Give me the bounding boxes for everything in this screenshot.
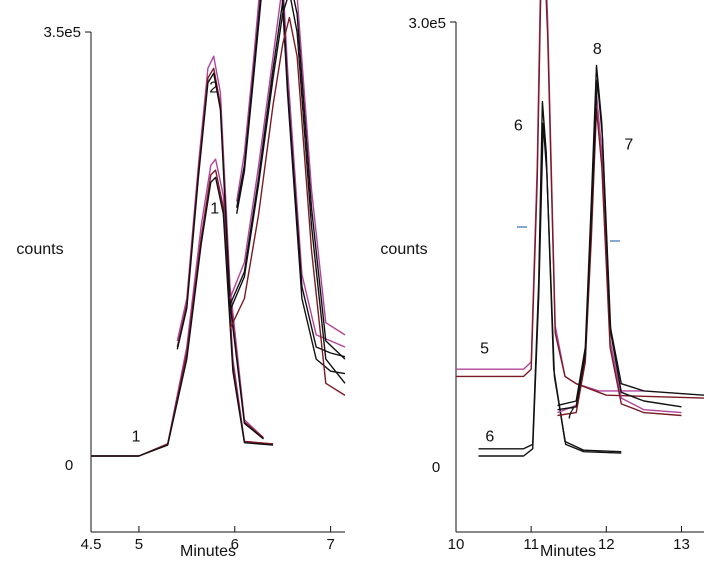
peak-label: 5 — [480, 340, 489, 357]
trace-line — [91, 158, 274, 457]
left-x-tick-label: 7 — [326, 536, 334, 553]
trace-line — [229, 0, 346, 336]
right-x-axis-label: Minutes — [540, 543, 596, 560]
trace-line — [456, 0, 644, 392]
left-x-axis-label: Minutes — [180, 543, 236, 560]
right-x-tick-label: 12 — [598, 536, 615, 553]
left-peak-labels: 11234 — [132, 80, 220, 446]
right-x-tick-label: 11 — [523, 536, 539, 553]
left-x-tick-label: 5 — [135, 536, 143, 553]
peak-label: 6 — [514, 118, 523, 135]
peak-label: 2 — [209, 80, 218, 97]
left-x-tick-label: 6 — [231, 536, 239, 553]
right-y-top-label: 3.0e5 — [408, 15, 446, 32]
right-x-tick-label: 13 — [673, 536, 690, 553]
trace-line — [478, 100, 622, 453]
right-x-ticks: 10 11 12 13 — [448, 526, 690, 553]
trace-line — [236, 0, 346, 375]
trace-line — [176, 72, 264, 440]
right-y-axis-label: counts — [380, 241, 427, 258]
peak-label: 1 — [210, 201, 219, 218]
left-y-zero-label: 0 — [65, 457, 73, 474]
trace-line — [229, 16, 346, 396]
peak-label: 7 — [566, 405, 575, 422]
left-x-ticks: 4.5 5 6 7 — [81, 526, 335, 553]
right-peak-labels: 5566778 — [480, 41, 633, 446]
left-traces — [91, 0, 346, 457]
trace-line — [91, 169, 274, 457]
trace-line — [456, 0, 704, 399]
trace-line — [478, 122, 622, 457]
trace-line — [229, 0, 346, 360]
peak-label: 7 — [624, 136, 633, 153]
trace-line — [557, 79, 682, 411]
trace-line — [557, 64, 704, 407]
left-y-axis-label: counts — [16, 241, 63, 258]
right-x-tick-label: 10 — [448, 536, 465, 553]
trace-line — [91, 176, 274, 457]
trace-line — [557, 93, 682, 414]
right-traces — [456, 0, 704, 457]
left-y-top-label: 3.5e5 — [43, 24, 81, 41]
right-y-zero-label: 0 — [432, 459, 440, 476]
trace-line — [557, 108, 682, 417]
peak-label: 8 — [593, 41, 602, 58]
peak-label: 6 — [485, 429, 494, 446]
left-x-tick-label: 4.5 — [81, 536, 102, 553]
trace-line — [236, 0, 346, 348]
trace-line — [236, 0, 346, 358]
trace-line — [229, 0, 346, 384]
peak-label: 1 — [132, 428, 141, 445]
